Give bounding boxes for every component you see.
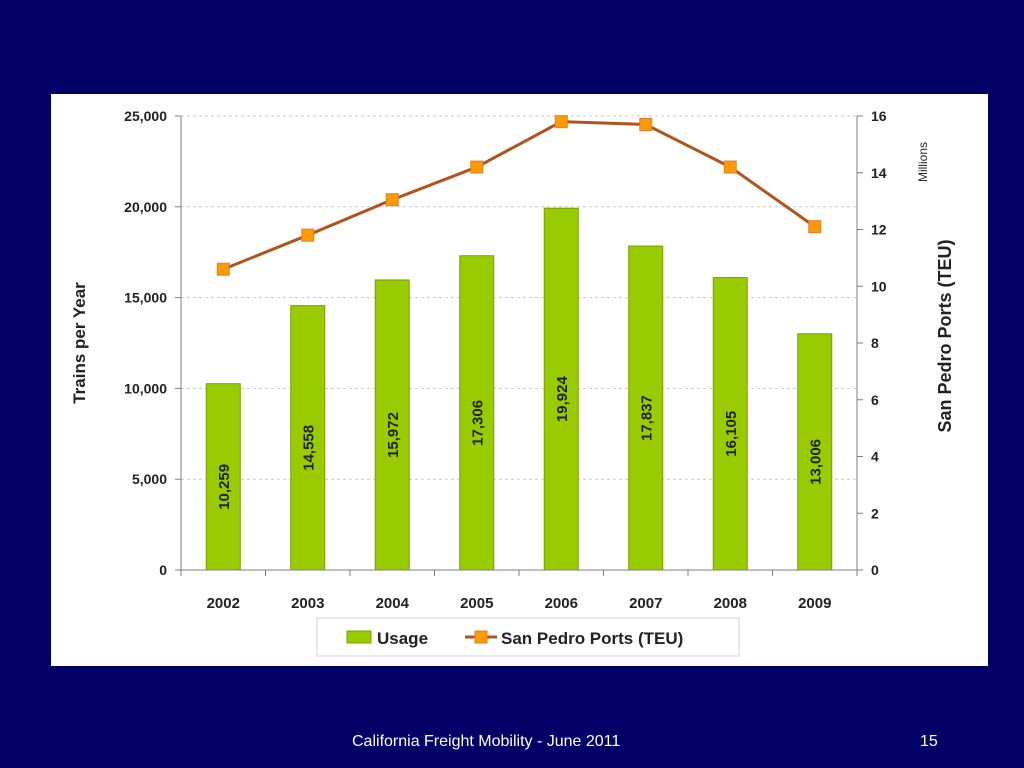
legend-swatch-usage xyxy=(346,630,372,644)
line-marker-2008 xyxy=(723,160,737,174)
line-marker-2007 xyxy=(639,118,653,132)
x-tick-label: 2004 xyxy=(376,595,410,612)
y-tick-label: 25,000 xyxy=(124,108,167,124)
y-right-tick-label: 12 xyxy=(871,222,887,238)
line-marker-2005 xyxy=(470,160,484,174)
y-right-axis-title: San Pedro Ports (TEU) xyxy=(935,239,955,432)
legend-box xyxy=(316,617,740,657)
legend-label-usage: Usage xyxy=(377,629,428,648)
line-marker-2009 xyxy=(808,220,822,234)
y-right-tick-label: 16 xyxy=(871,108,887,124)
footer-title: California Freight Mobility - June 2011 xyxy=(352,733,621,750)
y-tick-label: 15,000 xyxy=(124,290,167,306)
bar-data-label: 10,259 xyxy=(216,464,233,510)
bar-2005 xyxy=(459,255,495,571)
y-right-tick-label: 8 xyxy=(871,335,879,351)
bar-2007 xyxy=(628,245,664,571)
bar-2009 xyxy=(797,333,833,571)
chart-panel: 10,259 14,558 15,972 17,306 19,924 17,837 16,1… xyxy=(51,94,988,666)
san-pedro-line xyxy=(222,120,816,271)
y-tick-label: 10,000 xyxy=(124,380,167,396)
bar-2004 xyxy=(374,279,410,571)
x-tick-label: 2002 xyxy=(207,595,240,612)
y-tick-label: 0 xyxy=(159,562,167,578)
bar-data-label: 14,558 xyxy=(301,425,318,471)
y-right-tick-label: 0 xyxy=(871,562,879,578)
legend-swatch-marker xyxy=(474,630,488,644)
x-tick-label: 2009 xyxy=(798,595,831,612)
bar-data-label: 16,105 xyxy=(723,411,740,457)
combo-chart: 10,259 14,558 15,972 17,306 19,924 17,837 16,1… xyxy=(70,108,955,657)
bar-data-label: 15,972 xyxy=(385,412,402,458)
y-right-tick-label: 2 xyxy=(871,505,879,521)
x-tick-label: 2008 xyxy=(714,595,747,612)
page-number: 15 xyxy=(920,733,938,750)
y-axis-title: Trains per Year xyxy=(70,282,89,404)
bar-2008 xyxy=(712,277,748,571)
bar-data-label: 17,837 xyxy=(639,395,656,441)
line-marker-2004 xyxy=(385,193,399,207)
x-tick-label: 2003 xyxy=(291,595,324,612)
line-marker-2006 xyxy=(554,115,568,129)
legend-label-san-pedro: San Pedro Ports (TEU) xyxy=(501,629,683,648)
line-marker-2003 xyxy=(301,228,315,242)
bar-data-label: 13,006 xyxy=(808,439,825,485)
y-right-tick-label: 10 xyxy=(871,278,887,294)
line-marker-2002 xyxy=(216,262,230,276)
bar-2006 xyxy=(543,207,579,571)
x-tick-label: 2005 xyxy=(460,595,493,612)
y-right-tick-label: 6 xyxy=(871,392,879,408)
bar-2002 xyxy=(205,383,241,571)
right-axis-unit: Millions xyxy=(916,142,930,182)
x-tick-label: 2007 xyxy=(629,595,662,612)
bar-data-label: 17,306 xyxy=(470,400,487,446)
bar-data-label: 19,924 xyxy=(554,375,571,422)
y-tick-label: 20,000 xyxy=(124,199,167,215)
x-tick-label: 2006 xyxy=(545,595,578,612)
y-right-tick-label: 4 xyxy=(871,449,879,465)
y-right-tick-label: 14 xyxy=(871,165,887,181)
y-tick-label: 5,000 xyxy=(132,471,167,487)
